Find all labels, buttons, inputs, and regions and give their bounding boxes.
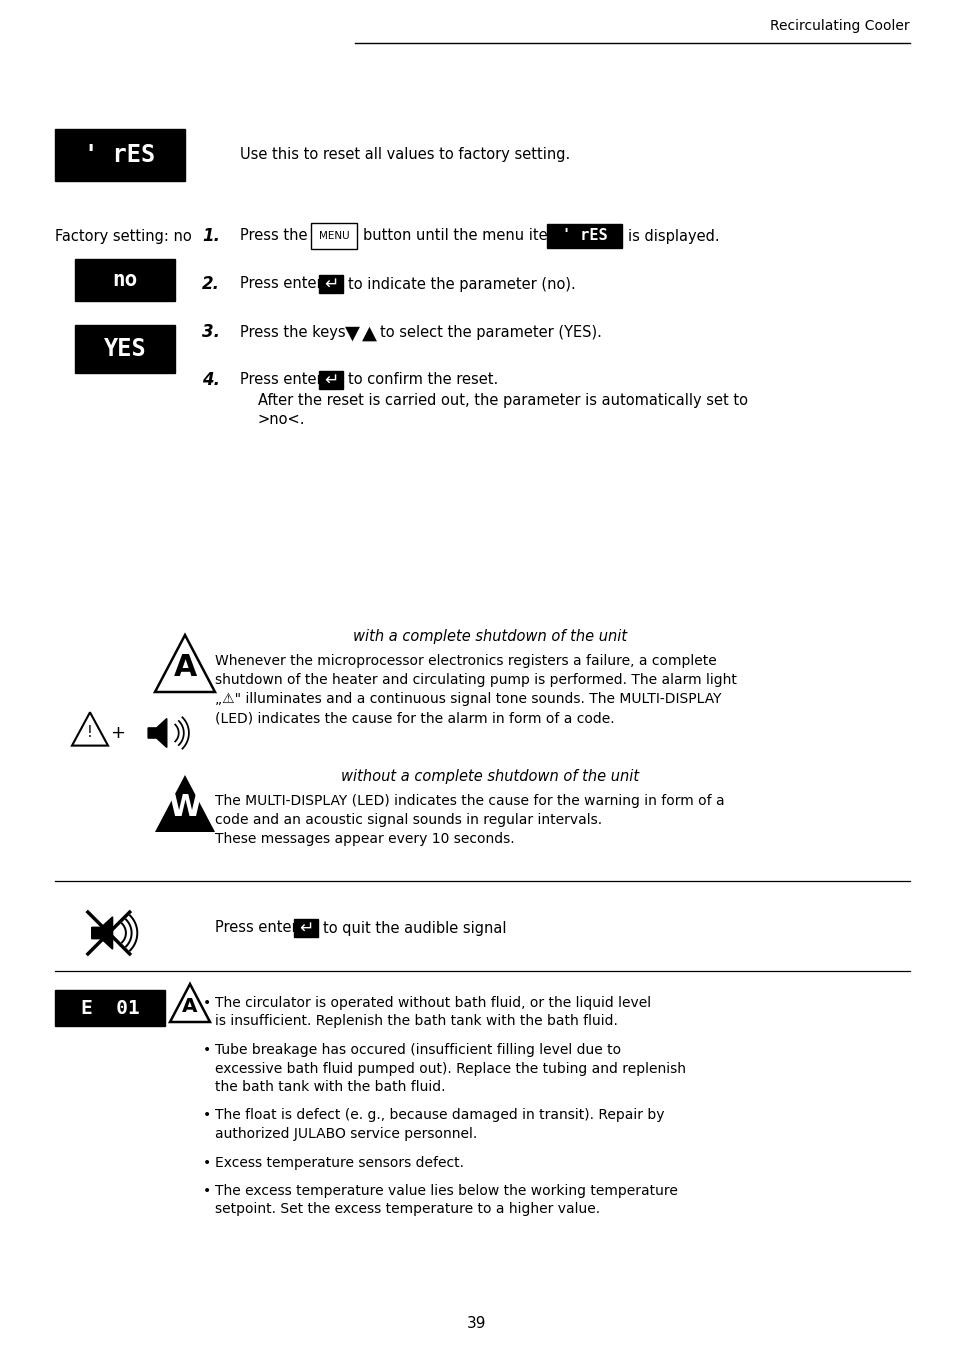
Text: W: W: [169, 793, 201, 823]
Text: excessive bath fluid pumped out). Replace the tubing and replenish: excessive bath fluid pumped out). Replac…: [214, 1062, 685, 1075]
Polygon shape: [71, 712, 108, 746]
Text: code and an acoustic signal sounds in regular intervals.: code and an acoustic signal sounds in re…: [214, 813, 601, 827]
Text: with a complete shutdown of the unit: with a complete shutdown of the unit: [353, 628, 626, 643]
Text: setpoint. Set the excess temperature to a higher value.: setpoint. Set the excess temperature to …: [214, 1202, 599, 1216]
Text: A: A: [182, 997, 197, 1016]
Text: the bath tank with the bath fluid.: the bath tank with the bath fluid.: [214, 1079, 445, 1094]
Text: ↵: ↵: [298, 919, 313, 938]
Text: •: •: [203, 1043, 211, 1056]
FancyBboxPatch shape: [319, 274, 342, 293]
Text: „⚠" illuminates and a continuous signal tone sounds. The MULTI-DISPLAY: „⚠" illuminates and a continuous signal …: [214, 692, 720, 707]
Text: The MULTI-DISPLAY (LED) indicates the cause for the warning in form of a: The MULTI-DISPLAY (LED) indicates the ca…: [214, 794, 724, 808]
FancyBboxPatch shape: [55, 990, 165, 1025]
Text: is displayed.: is displayed.: [627, 228, 719, 243]
Text: 39: 39: [467, 1316, 486, 1331]
Text: •: •: [203, 1109, 211, 1123]
FancyBboxPatch shape: [75, 326, 174, 373]
Text: Press enter: Press enter: [240, 277, 322, 292]
Text: is insufficient. Replenish the bath tank with the bath fluid.: is insufficient. Replenish the bath tank…: [214, 1015, 618, 1028]
Text: +: +: [111, 724, 126, 742]
Text: 1.: 1.: [202, 227, 220, 245]
Text: button until the menu item: button until the menu item: [363, 228, 561, 243]
Text: authorized JULABO service personnel.: authorized JULABO service personnel.: [214, 1127, 477, 1142]
Text: YES: YES: [104, 336, 146, 361]
Text: •: •: [203, 1155, 211, 1170]
Text: ' rES: ' rES: [84, 143, 155, 168]
Text: These messages appear every 10 seconds.: These messages appear every 10 seconds.: [214, 832, 514, 846]
Text: Factory setting: no: Factory setting: no: [55, 228, 192, 243]
Text: to select the parameter (YES).: to select the parameter (YES).: [379, 324, 601, 339]
Text: no: no: [112, 270, 137, 290]
Text: Use this to reset all values to factory setting.: Use this to reset all values to factory …: [240, 147, 570, 162]
Text: to confirm the reset.: to confirm the reset.: [348, 373, 497, 388]
Text: After the reset is carried out, the parameter is automatically set to: After the reset is carried out, the para…: [257, 393, 747, 408]
Text: Whenever the microprocessor electronics registers a failure, a complete: Whenever the microprocessor electronics …: [214, 654, 716, 667]
Text: MENU: MENU: [318, 231, 349, 240]
Text: ▼: ▼: [344, 323, 359, 343]
FancyBboxPatch shape: [75, 259, 174, 301]
Text: 2.: 2.: [202, 276, 220, 293]
Text: (LED) indicates the cause for the alarm in form of a code.: (LED) indicates the cause for the alarm …: [214, 711, 614, 725]
Text: >no<.: >no<.: [257, 412, 305, 427]
Text: to quit the audible signal: to quit the audible signal: [323, 920, 506, 935]
Text: to indicate the parameter (no).: to indicate the parameter (no).: [348, 277, 576, 292]
Text: E  01: E 01: [81, 998, 139, 1017]
Text: ↵: ↵: [323, 372, 337, 389]
Text: The excess temperature value lies below the working temperature: The excess temperature value lies below …: [214, 1183, 678, 1198]
Text: The float is defect (e. g., because damaged in transit). Repair by: The float is defect (e. g., because dama…: [214, 1109, 664, 1123]
Text: The circulator is operated without bath fluid, or the liquid level: The circulator is operated without bath …: [214, 996, 651, 1011]
Text: •: •: [203, 996, 211, 1011]
Text: Press the: Press the: [240, 228, 307, 243]
Text: !: !: [87, 725, 92, 740]
Text: ' rES: ' rES: [561, 228, 607, 243]
Polygon shape: [154, 635, 214, 692]
FancyBboxPatch shape: [311, 223, 356, 249]
Text: Press enter: Press enter: [214, 920, 297, 935]
Text: Recirculating Cooler: Recirculating Cooler: [770, 19, 909, 32]
Text: shutdown of the heater and circulating pump is performed. The alarm light: shutdown of the heater and circulating p…: [214, 673, 736, 688]
Text: 3.: 3.: [202, 323, 220, 340]
Text: ↵: ↵: [323, 276, 337, 293]
Text: •: •: [203, 1183, 211, 1198]
FancyBboxPatch shape: [55, 128, 185, 181]
FancyBboxPatch shape: [294, 919, 317, 938]
Polygon shape: [91, 917, 112, 950]
Polygon shape: [148, 719, 167, 747]
Text: Tube breakage has occured (insufficient filling level due to: Tube breakage has occured (insufficient …: [214, 1043, 620, 1056]
Text: 4.: 4.: [202, 372, 220, 389]
Text: without a complete shutdown of the unit: without a complete shutdown of the unit: [340, 769, 639, 784]
Polygon shape: [154, 775, 214, 832]
Text: Press enter: Press enter: [240, 373, 322, 388]
Text: ▲: ▲: [361, 323, 376, 343]
Text: A: A: [173, 654, 196, 682]
Text: Press the keys: Press the keys: [240, 324, 345, 339]
FancyBboxPatch shape: [319, 372, 342, 389]
FancyBboxPatch shape: [546, 224, 621, 249]
Text: Excess temperature sensors defect.: Excess temperature sensors defect.: [214, 1155, 463, 1170]
Polygon shape: [170, 984, 210, 1021]
